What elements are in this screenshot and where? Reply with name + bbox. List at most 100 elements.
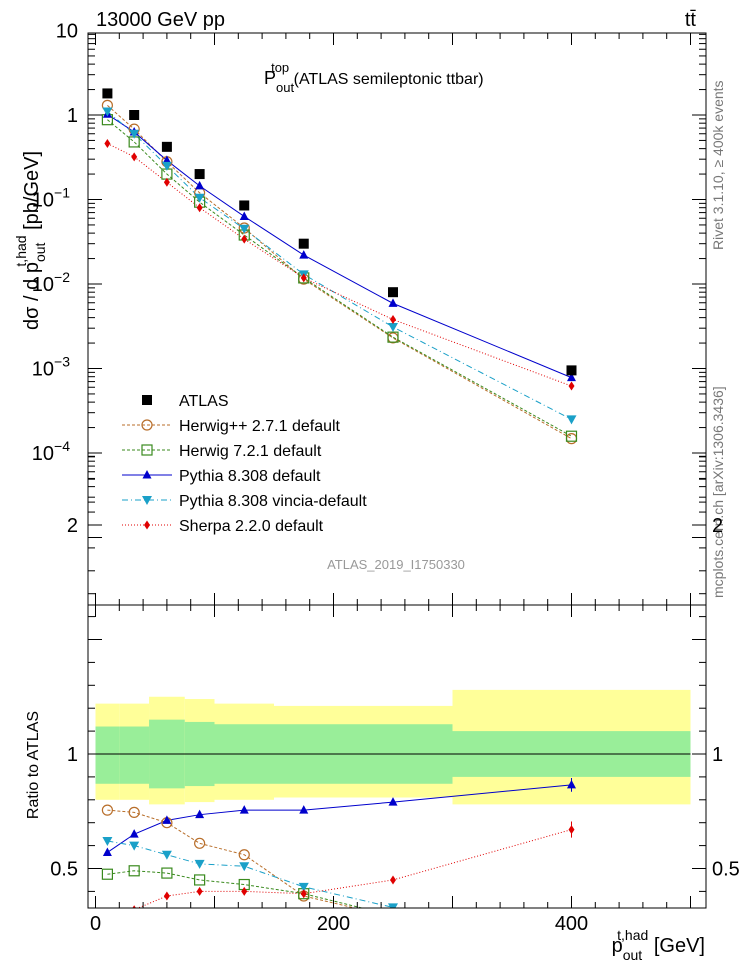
- legend-label-4: Pythia 8.308 vincia-default: [179, 493, 367, 510]
- legend-marker-2: [141, 444, 153, 456]
- ratio-marker-s2-p0: [102, 847, 112, 856]
- y-tick-label-base-4: 10: [32, 359, 54, 381]
- y-tick-label-5: 10−4: [32, 438, 70, 465]
- ratio-marker-s4-p4: [241, 886, 248, 896]
- ratio-marker-s2-p1: [129, 829, 139, 838]
- ratio-marker-s0-p0: [101, 804, 114, 816]
- ratio-marker-s2-p6: [388, 797, 398, 806]
- ratio-marker-s3-p1: [129, 841, 140, 851]
- atlas-point-7: [566, 365, 577, 376]
- marker-s0-p7: [565, 433, 578, 445]
- y-tick-label-4: 10−3: [32, 354, 70, 381]
- y-tick-label-base-5: 10: [32, 443, 54, 465]
- plot-title-sub: out: [276, 80, 294, 95]
- marker-s3-p0: [102, 107, 113, 117]
- marker-s4-p5: [300, 273, 307, 283]
- marker-s4-p1: [131, 152, 138, 162]
- legend-marker-5: [144, 520, 150, 530]
- ratio-marker-s0-p4: [238, 849, 250, 861]
- marker-s3-p3: [194, 193, 205, 203]
- series-line-0: [107, 104, 572, 440]
- ratio-line-4: [136, 829, 572, 908]
- y-tick-label-0: 10: [56, 21, 78, 43]
- marker-s4-p6: [390, 315, 396, 325]
- y-tick-label-exp-5: −4: [54, 438, 70, 454]
- y-tick-label-3: 10−2: [32, 269, 70, 296]
- ratio-marker-s0-p3: [194, 837, 206, 849]
- ratio-tick-label-2: 2: [67, 515, 78, 537]
- atlas-point-4: [239, 200, 250, 211]
- ratio-marker-s1-p2: [161, 867, 173, 879]
- y-tick-label-1: 1: [67, 105, 78, 127]
- atlas-point-2: [161, 141, 172, 152]
- legend-marker-1: [141, 419, 153, 431]
- source-label: mcplots.cern.ch [arXiv:1306.3436]: [710, 386, 726, 598]
- ratio-marker-s1-p1: [128, 865, 140, 877]
- marker-s3-p4: [239, 224, 250, 234]
- series-line-1: [107, 119, 572, 437]
- y-axis-label-sub: out: [32, 242, 48, 262]
- ratio-marker-s1-p7: [567, 940, 577, 950]
- atlas-point-3: [194, 169, 205, 180]
- series-line-2: [107, 113, 572, 379]
- ratio-marker-s4-p6: [390, 875, 396, 885]
- y-tick-label-exp-3: −2: [54, 269, 70, 285]
- marker-s4-p4: [241, 234, 248, 244]
- y-tick-label-2: 10−1: [32, 185, 70, 212]
- marker-s2-p5: [299, 250, 309, 259]
- legend-marker-3: [142, 470, 152, 479]
- ratio-marker-s3-p3: [194, 859, 205, 869]
- ratio-marker-s1-p6: [388, 911, 398, 921]
- x-axis-label-sub: out: [623, 947, 643, 963]
- ratio-marker-s0-p6: [388, 912, 398, 922]
- ratio-marker-s3-p5: [298, 882, 309, 892]
- plot-frames: [87, 32, 707, 909]
- band-inner-0: [95, 726, 120, 784]
- ratio-marker-s1-p0: [101, 868, 114, 880]
- ratio-tick-label-0: 0.5: [50, 859, 78, 881]
- legend: ATLAS Herwig++ 2.7.1 default Herwig 7.2.1 …: [122, 393, 367, 535]
- y-axis-label-sup: t,had: [13, 235, 29, 266]
- ratio-marker-s4-p1: [132, 905, 137, 908]
- y-axis-label: dσ / d poutt,had [pb/GeV]: [13, 151, 48, 330]
- ratio-marker-s3-p4: [239, 862, 250, 872]
- y-axis-label-unit: [pb/GeV]: [21, 151, 43, 236]
- marker-s4-p2: [163, 177, 170, 187]
- ratio-panel-frame: [87, 604, 707, 909]
- data-markers: [101, 88, 578, 950]
- series-line-3: [107, 111, 572, 420]
- ratio-marker-s2-p3: [195, 809, 205, 819]
- marker-s4-p7: [568, 381, 575, 391]
- ratio-marker-s2-p5: [299, 805, 309, 814]
- marker-s2-p2: [162, 155, 172, 164]
- x-axis-label: pout t,had [GeV]: [612, 927, 705, 963]
- y-tick-label-exp-4: −3: [54, 354, 70, 370]
- plot-title-sup: top: [271, 60, 289, 75]
- x-tick-label-1: 200: [317, 913, 350, 935]
- marker-s3-p6: [388, 322, 398, 332]
- ratio-marker-s4-p5: [300, 889, 307, 899]
- series-lines: [107, 104, 572, 908]
- ratio-marker-s4-p2: [163, 891, 170, 901]
- y-tick-label-exp-2: −1: [54, 185, 70, 201]
- main-panel-markers: [101, 88, 578, 445]
- ratio-marker-s2-p2: [162, 815, 172, 824]
- ratio-tick-label-1: 1: [67, 744, 78, 766]
- atlas-point-6: [388, 287, 398, 298]
- plot-title-main: P: [264, 68, 276, 88]
- legend-marker-0: [142, 395, 152, 405]
- marker-s2-p3: [195, 180, 205, 190]
- legend-label-2: Herwig 7.2.1 default: [179, 443, 322, 460]
- legend-label-1: Herwig++ 2.7.1 default: [179, 418, 341, 435]
- legend-label-3: Pythia 8.308 default: [179, 468, 321, 485]
- x-tick-label-2: 400: [555, 913, 588, 935]
- marker-s3-p1: [129, 129, 140, 139]
- ratio-tick-label-right-1: 1: [712, 744, 723, 766]
- ratio-line-3: [107, 840, 406, 908]
- marker-s1-p6: [387, 331, 399, 343]
- marker-s4-p3: [196, 203, 203, 213]
- legend-label-5: Sherpa 2.2.0 default: [179, 518, 324, 535]
- marker-s2-p7: [567, 372, 576, 382]
